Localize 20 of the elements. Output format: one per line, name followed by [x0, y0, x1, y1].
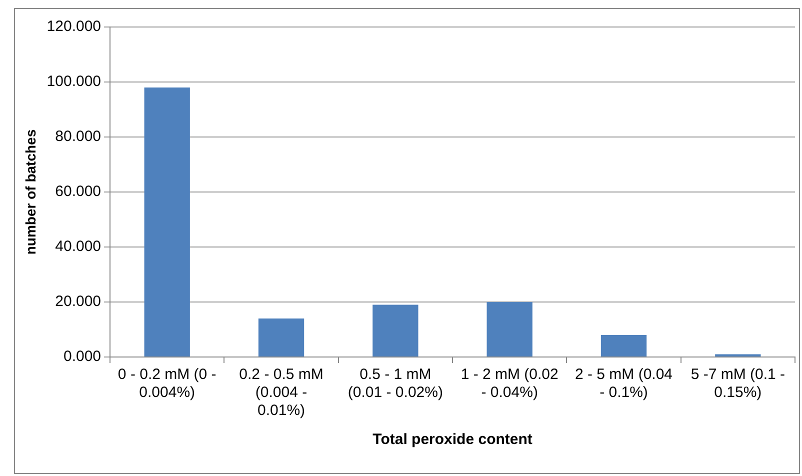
bar — [600, 335, 647, 356]
x-tick-label: 1 - 2 mM (0.02 - 0.04%) — [460, 366, 558, 402]
y-tick-label: 120.000 — [46, 18, 102, 36]
bar — [144, 88, 190, 356]
x-tick-label: 0.5 - 1 mM (0.01 - 0.02%) — [348, 366, 443, 402]
y-tick-label: 60.000 — [55, 183, 102, 200]
y-tick-label: 0.000 — [63, 348, 102, 366]
x-tick-label: 5 -7 mM (0.1 - 0.15%) — [690, 366, 786, 402]
y-tick-label: 100.000 — [46, 73, 102, 90]
bar — [372, 304, 418, 356]
y-tick-label: 40.000 — [55, 238, 102, 256]
bar — [486, 302, 532, 356]
y-tick-label: 80.000 — [55, 128, 102, 146]
x-tick-label: 0 - 0.2 mM (0 - 0.004%) — [118, 366, 216, 402]
y-tick-label: 20.000 — [55, 293, 102, 310]
x-axis-title: Total peroxide content — [372, 431, 532, 448]
x-tick-label: 0.2 - 0.5 mM (0.004 - 0.01%) — [239, 366, 324, 420]
x-tick-label: 2 - 5 mM (0.04 - 0.1%) — [574, 366, 673, 402]
y-axis-title: number of batches — [22, 129, 38, 255]
bar — [258, 318, 304, 356]
